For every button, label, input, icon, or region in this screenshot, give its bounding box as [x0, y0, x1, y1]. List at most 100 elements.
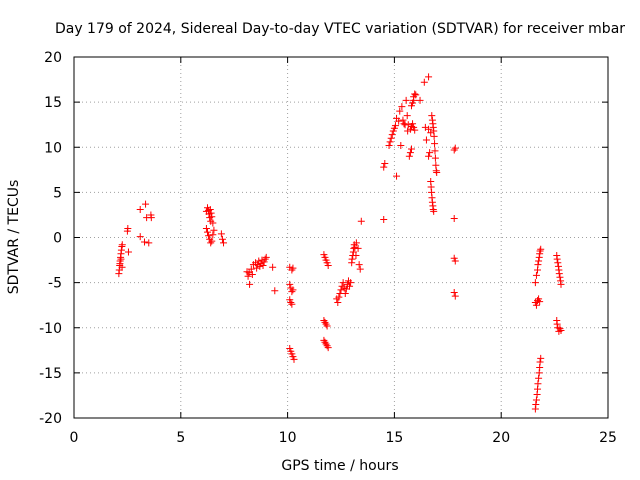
- data-point: [387, 134, 395, 142]
- data-point: [324, 261, 332, 269]
- data-point: [286, 280, 294, 288]
- y-tick-label: 20: [44, 50, 62, 66]
- data-point: [536, 358, 544, 366]
- data-point: [208, 213, 216, 221]
- data-point: [320, 336, 328, 344]
- data-point: [399, 116, 407, 124]
- data-point: [245, 269, 253, 277]
- data-point: [556, 273, 564, 281]
- data-point: [207, 209, 215, 217]
- x-tick-label: 25: [599, 430, 617, 446]
- data-point: [124, 224, 132, 232]
- y-tick-label: -20: [39, 411, 62, 427]
- data-point: [246, 280, 254, 288]
- data-point: [356, 265, 364, 273]
- data-point: [140, 238, 148, 246]
- data-point: [244, 272, 252, 280]
- data-point: [354, 244, 362, 252]
- chart-title: Day 179 of 2024, Sidereal Day-to-day VTE…: [55, 21, 625, 37]
- data-point: [553, 255, 561, 263]
- data-point: [321, 318, 329, 326]
- data-point: [554, 259, 562, 267]
- y-tick-label: 5: [53, 185, 62, 201]
- data-point: [289, 264, 297, 272]
- data-point: [425, 73, 433, 81]
- data-point: [323, 322, 331, 330]
- data-point: [402, 96, 410, 104]
- data-point: [420, 78, 428, 86]
- data-point: [433, 169, 441, 177]
- data-point: [341, 289, 349, 297]
- data-point: [206, 206, 214, 214]
- data-point: [451, 292, 459, 300]
- data-point: [391, 122, 399, 130]
- data-point: [217, 230, 225, 238]
- data-point: [261, 255, 269, 263]
- data-point: [450, 289, 458, 297]
- data-point: [202, 224, 210, 232]
- data-point: [536, 298, 544, 306]
- data-point: [352, 252, 360, 260]
- data-point: [288, 288, 296, 296]
- data-point: [532, 400, 540, 408]
- data-point: [348, 255, 356, 263]
- data-point: [118, 241, 126, 249]
- data-point: [409, 120, 417, 128]
- data-point: [532, 301, 540, 309]
- x-axis-tick-labels: 0 5 10 15 20 25: [70, 430, 617, 446]
- data-points: [115, 73, 565, 413]
- data-point: [289, 286, 297, 294]
- data-point: [247, 265, 255, 273]
- data-point: [351, 243, 359, 251]
- data-point: [532, 271, 540, 279]
- data-point: [537, 245, 545, 253]
- data-point: [553, 320, 561, 328]
- x-axis-label: GPS time / hours: [281, 458, 398, 474]
- data-point: [557, 280, 565, 288]
- data-point: [535, 374, 543, 382]
- y-tick-label: -15: [39, 366, 62, 382]
- data-point: [534, 380, 542, 388]
- data-point: [381, 159, 389, 167]
- data-point: [386, 138, 394, 146]
- data-point: [425, 152, 433, 160]
- data-point: [416, 96, 424, 104]
- y-axis-tick-labels: -20 -15 -10 -5 0 5 10 15 20: [39, 50, 62, 427]
- data-point: [405, 152, 413, 160]
- x-tick-label: 10: [279, 430, 297, 446]
- data-point: [380, 215, 388, 223]
- data-point: [388, 131, 396, 139]
- data-point: [412, 91, 420, 99]
- data-point: [117, 255, 125, 263]
- data-point: [422, 136, 430, 144]
- data-point: [218, 235, 226, 243]
- data-point: [337, 286, 345, 294]
- axis-ticks: [73, 56, 609, 419]
- data-point: [347, 279, 355, 287]
- data-point: [535, 257, 543, 265]
- data-point: [451, 144, 459, 152]
- data-point: [288, 300, 296, 308]
- y-tick-label: -10: [39, 321, 62, 337]
- data-point: [421, 123, 429, 131]
- data-point: [396, 107, 404, 115]
- data-point: [407, 145, 415, 153]
- data-point: [320, 317, 328, 325]
- data-point: [322, 340, 330, 348]
- data-point: [398, 103, 406, 111]
- data-point: [339, 279, 347, 287]
- data-point: [426, 149, 434, 157]
- data-point: [534, 261, 542, 269]
- data-point: [385, 141, 393, 149]
- data-point: [142, 200, 150, 208]
- data-point: [397, 141, 405, 149]
- data-point: [262, 253, 270, 261]
- data-point: [380, 163, 388, 171]
- y-tick-label: -5: [48, 276, 62, 292]
- data-point: [220, 239, 228, 247]
- data-point: [532, 396, 540, 404]
- data-point: [428, 112, 436, 120]
- data-point: [411, 90, 419, 98]
- data-point: [323, 342, 331, 350]
